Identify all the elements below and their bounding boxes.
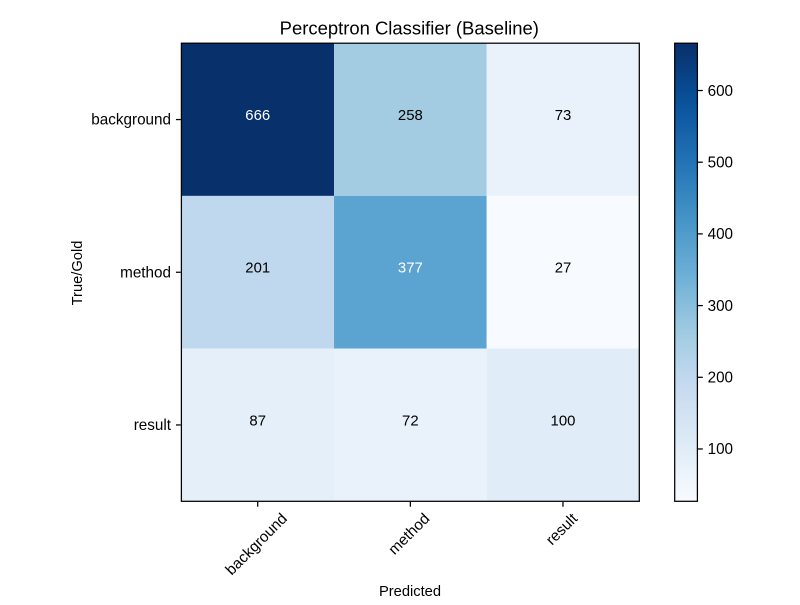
svg-text:400: 400 (708, 226, 733, 243)
svg-text:True/Gold: True/Gold (70, 241, 86, 306)
svg-text:Perceptron Classifier (Baselin: Perceptron Classifier (Baseline) (280, 18, 539, 39)
svg-text:100: 100 (708, 441, 733, 458)
svg-text:73: 73 (555, 108, 572, 124)
svg-text:result: result (134, 417, 172, 434)
svg-text:600: 600 (708, 83, 733, 100)
svg-text:500: 500 (708, 154, 733, 171)
svg-text:87: 87 (249, 413, 266, 429)
svg-text:300: 300 (708, 298, 733, 315)
svg-text:201: 201 (245, 261, 270, 277)
svg-text:200: 200 (708, 370, 733, 387)
svg-text:method: method (120, 264, 171, 281)
svg-text:666: 666 (245, 108, 270, 124)
svg-text:27: 27 (555, 261, 572, 277)
svg-text:72: 72 (402, 413, 419, 429)
svg-text:background: background (91, 112, 171, 129)
svg-text:258: 258 (398, 108, 423, 124)
svg-text:Predicted: Predicted (379, 584, 441, 600)
svg-text:377: 377 (398, 261, 423, 277)
svg-text:100: 100 (551, 413, 576, 429)
